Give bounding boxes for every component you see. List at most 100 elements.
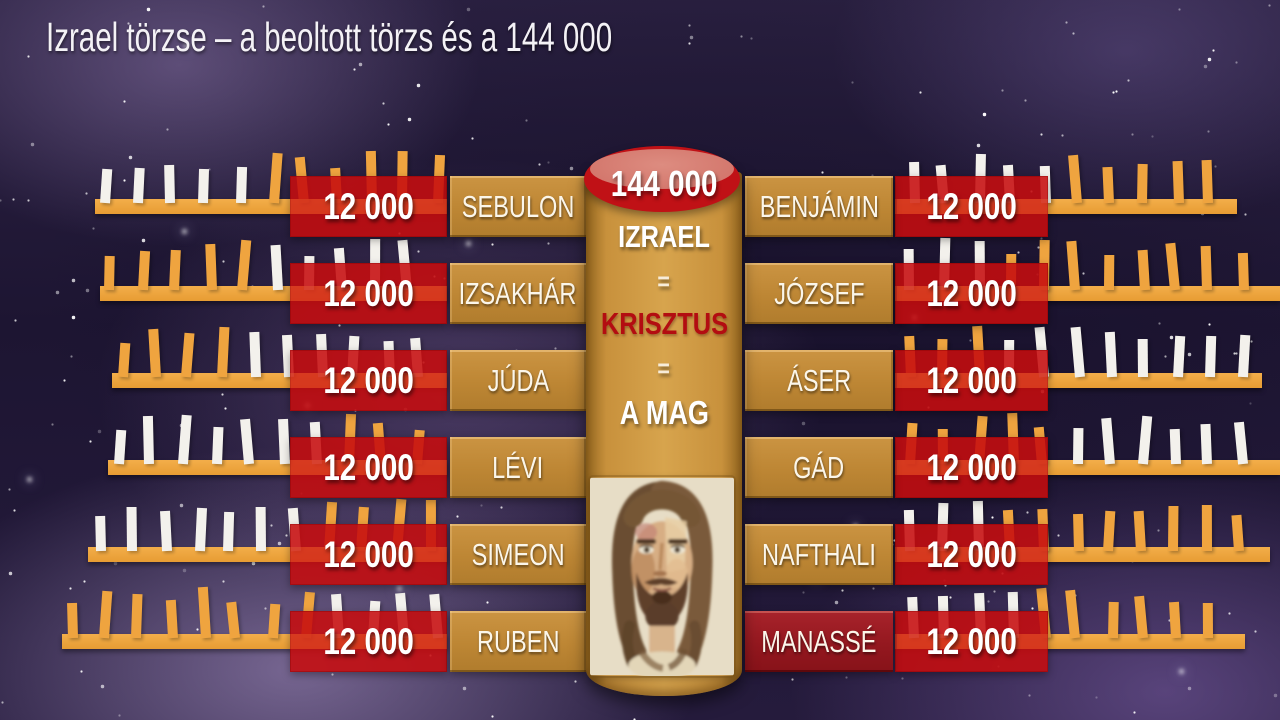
branch-tick-right	[1137, 249, 1151, 291]
branch-tick-left	[277, 418, 290, 465]
branch-tick-right	[1237, 253, 1249, 291]
tribe-count-box-right: 12 000	[895, 176, 1048, 237]
branch-tick-left	[132, 167, 145, 204]
branch-tick-right	[1102, 510, 1116, 552]
tribe-name-label: NAFTHALI	[762, 536, 876, 572]
tribe-count-value: 12 000	[323, 446, 414, 488]
tribe-name-box-right: ÁSER	[745, 350, 893, 411]
tribe-name-box-right: NAFTHALI	[745, 524, 893, 585]
starfield-bright	[0, 0, 1, 1]
branch-tick-left	[267, 603, 281, 639]
branch-tick-right	[1066, 240, 1081, 291]
branch-tick-right	[1200, 245, 1212, 291]
branch-tick-right	[1136, 164, 1148, 204]
tribe-name-label: RUBEN	[476, 623, 560, 659]
tribe-count-box-right: 12 000	[895, 524, 1048, 585]
branch-tick-right	[1107, 601, 1119, 639]
branch-tick-left	[197, 587, 211, 639]
branch-tick-right	[1072, 513, 1084, 552]
branch-tick-left	[211, 426, 224, 465]
tribe-name-label: SIMEON	[471, 536, 565, 572]
tribe-count-value: 12 000	[323, 185, 414, 227]
tribe-count-value: 12 000	[323, 620, 414, 662]
branch-tick-left	[255, 507, 267, 552]
tribe-name-label: SEBULON	[461, 188, 575, 224]
branch-tick-left	[248, 331, 261, 378]
branch-tick-right	[1200, 423, 1212, 465]
branch-tick-right	[1102, 166, 1114, 204]
tribe-name-box-left: SIMEON	[450, 524, 586, 585]
branch-tick-right	[1070, 326, 1085, 378]
tribe-name-box-right: MANASSÉ	[745, 611, 893, 672]
branch-tick-left	[95, 516, 106, 552]
branch-tick-left	[160, 511, 173, 552]
branch-tick-left	[268, 152, 283, 204]
tribe-count-box-left: 12 000	[290, 437, 447, 498]
branch-tick-right	[1169, 602, 1182, 639]
branch-tick-right	[1133, 595, 1148, 639]
branch-tick-right	[1073, 427, 1084, 465]
tribe-count-value: 12 000	[926, 620, 1017, 662]
branch-tick-left	[239, 418, 254, 465]
tribe-count-box-right: 12 000	[895, 350, 1048, 411]
branch-tick-right	[1067, 154, 1082, 204]
branch-tick-left	[164, 165, 176, 204]
branch-tick-right	[1172, 335, 1185, 378]
tribe-count-value: 12 000	[926, 185, 1017, 227]
tribe-count-box-left: 12 000	[290, 350, 447, 411]
tribe-count-value: 12 000	[323, 359, 414, 401]
branch-tick-right	[1168, 506, 1179, 552]
branch-tick-right	[1233, 422, 1248, 465]
krisztus-label: KRISZTUS	[600, 306, 728, 341]
tribe-name-label: BENJÁMIN	[759, 188, 879, 224]
tribe-count-value: 12 000	[323, 272, 414, 314]
tribe-name-label: MANASSÉ	[761, 623, 877, 659]
tribe-count-box-left: 12 000	[290, 176, 447, 237]
branch-tick-right	[1100, 417, 1115, 465]
tribe-name-label: GÁD	[793, 449, 845, 485]
tribe-count-value: 12 000	[926, 272, 1017, 314]
branch-tick-left	[138, 251, 151, 291]
tribe-count-value: 12 000	[926, 446, 1017, 488]
tribe-name-box-left: JÚDA	[450, 350, 586, 411]
jesus-portrait-image	[590, 477, 734, 676]
branch-tick-left	[99, 168, 112, 204]
branch-tick-left	[169, 249, 182, 291]
branch-tick-left	[148, 328, 162, 378]
tribe-name-box-right: GÁD	[745, 437, 893, 498]
branch-tick-left	[67, 603, 79, 639]
tribe-name-box-left: IZSAKHÁR	[450, 263, 586, 324]
branch-tick-right	[1231, 514, 1245, 552]
tribe-name-label: IZSAKHÁR	[459, 275, 577, 311]
tribe-name-label: JÓZSEF	[773, 275, 865, 311]
branch-tick-left	[270, 245, 284, 291]
branch-tick-left	[217, 326, 230, 378]
izrael-label: IZRAEL	[618, 219, 710, 254]
branch-tick-right	[1103, 255, 1115, 291]
branch-tick-left	[99, 590, 113, 639]
branch-tick-right	[1169, 428, 1182, 465]
branch-tick-left	[205, 244, 218, 291]
tribe-count-box-right: 12 000	[895, 263, 1048, 324]
tribe-count-value: 12 000	[323, 533, 414, 575]
branch-tick-left	[236, 239, 251, 291]
branch-tick-right	[1202, 504, 1213, 552]
branch-tick-right	[1204, 335, 1216, 378]
branch-tick-left	[197, 168, 209, 204]
branch-tick-left	[226, 601, 241, 639]
branch-tick-right	[1201, 159, 1214, 204]
branch-tick-left	[165, 599, 179, 639]
branch-tick-left	[104, 255, 115, 291]
tribe-count-box-left: 12 000	[290, 611, 447, 672]
tribe-name-box-left: SEBULON	[450, 176, 586, 237]
branch-tick-right	[1202, 602, 1213, 639]
branch-tick-left	[126, 506, 137, 552]
branch-tick-left	[178, 415, 193, 465]
a-mag-label: A MAG	[619, 394, 709, 431]
branch-tick-right	[1237, 335, 1251, 378]
branch-tick-left	[143, 415, 155, 465]
tribe-name-box-left: LÉVI	[450, 437, 586, 498]
tribe-name-label: JÚDA	[487, 362, 549, 398]
tribe-count-box-right: 12 000	[895, 437, 1048, 498]
